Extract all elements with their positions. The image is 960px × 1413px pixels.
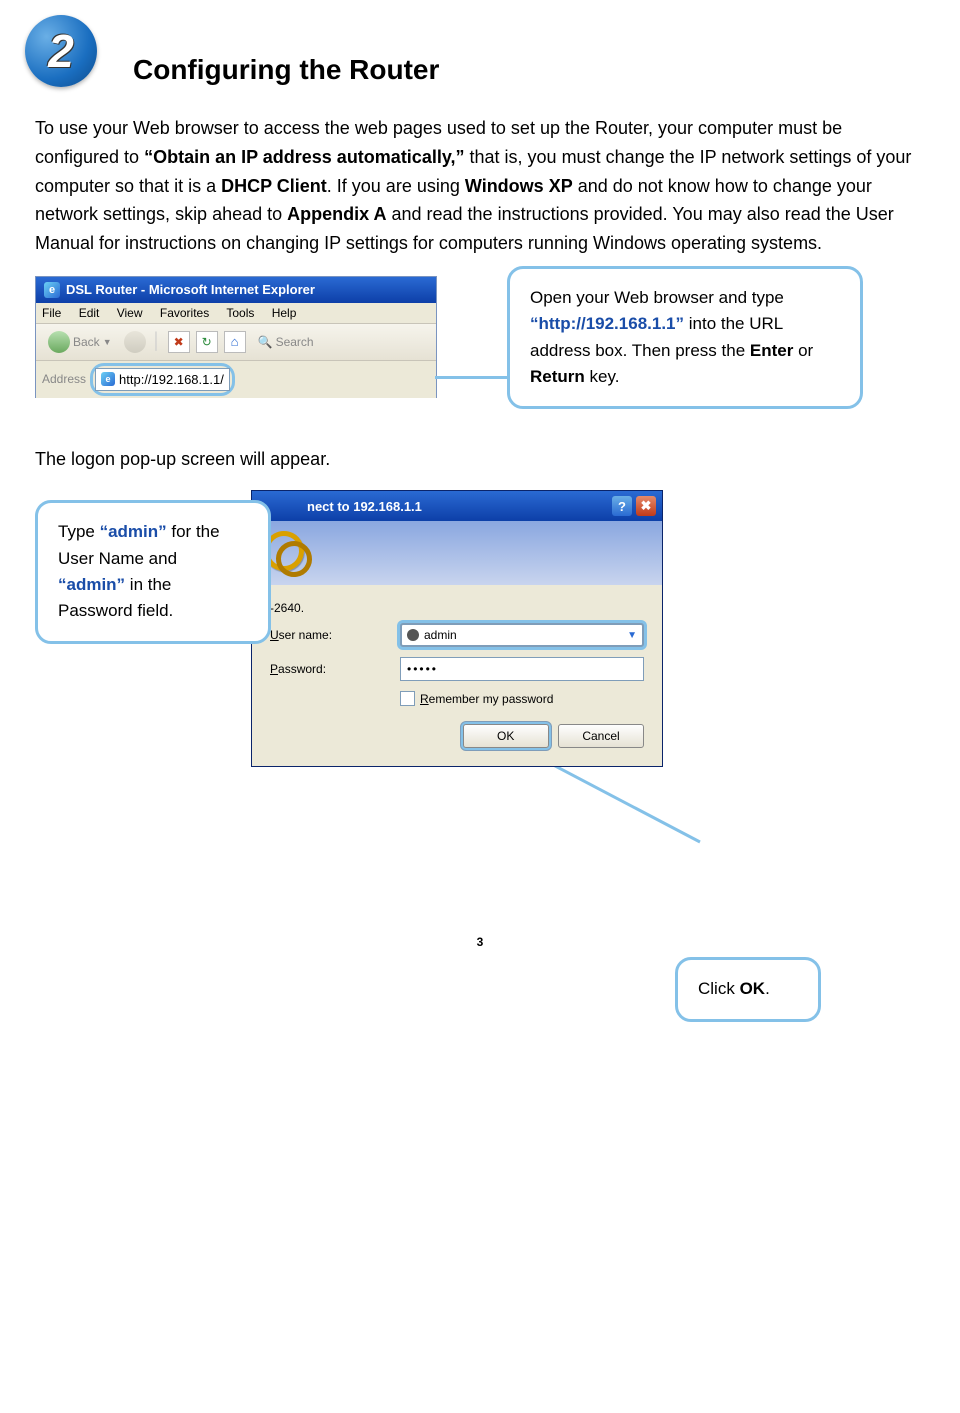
text-bold: Windows XP [465,176,573,196]
chevron-down-icon: ▼ [103,337,112,347]
window-title: DSL Router - Microsoft Internet Explorer [66,282,315,297]
dialog-title: nect to 192.168.1.1 [307,499,422,514]
search-icon: 🔍 [258,335,273,349]
callout-browser-url: Open your Web browser and type “http://1… [507,266,863,409]
cancel-button[interactable]: Cancel [558,724,644,748]
url-text: “http://192.168.1.1” [530,314,684,333]
page-title: Configuring the Router [133,30,925,86]
text-bold: “admin” [58,575,125,594]
text-bold: Appendix A [287,204,386,224]
text-bold: “admin” [100,522,167,541]
ok-button[interactable]: OK [463,724,549,748]
menu-edit[interactable]: Edit [79,306,100,320]
back-icon [48,331,70,353]
callout-credentials: Type “admin” for the User Name and “admi… [35,500,271,643]
text: Open your Web browser and type [530,288,784,307]
text-bold: “Obtain an IP address automatically,” [144,147,464,167]
device-label: -2640. [270,601,644,623]
back-button[interactable]: Back ▼ [42,328,118,356]
text-bold: Enter [750,341,793,360]
dialog-header [252,521,662,585]
intro-paragraph: To use your Web browser to access the we… [35,114,925,258]
person-icon: admin [407,628,457,642]
refresh-button[interactable]: ↻ [196,331,218,353]
menu-help[interactable]: Help [272,306,297,320]
stop-button[interactable]: ✖ [168,331,190,353]
text: Click [698,979,740,998]
username-input[interactable]: admin ▼ [400,623,644,647]
text-bold: OK [740,979,766,998]
address-value: http://192.168.1.1/ [119,372,224,387]
browser-menubar: File Edit View Favorites Tools Help [36,303,436,324]
login-dialog: nect to 192.168.1.1 ? ✖ -2640. User name… [251,490,663,767]
menu-tools[interactable]: Tools [226,306,254,320]
forward-button[interactable] [124,331,146,353]
text: key. [585,367,620,386]
address-input[interactable]: e http://192.168.1.1/ [95,368,230,391]
dialog-titlebar: nect to 192.168.1.1 ? ✖ [252,491,662,521]
password-input[interactable]: ••••• [400,657,644,681]
step-number: 2 [48,24,74,78]
username-value: admin [424,628,457,642]
help-button[interactable]: ? [612,496,632,516]
username-label: User name: [270,628,400,642]
remember-checkbox[interactable] [400,691,415,706]
close-button[interactable]: ✖ [636,496,656,516]
browser-addressbar: Address e http://192.168.1.1/ [36,361,436,398]
back-label: Back [73,335,100,349]
refresh-icon: ↻ [202,335,212,349]
remember-label: Remember my password [420,692,553,706]
text-bold: Return [530,367,585,386]
text: or [793,341,813,360]
page-number: 3 [35,935,925,949]
text: Type [58,522,100,541]
page-icon: e [101,372,115,386]
logon-text: The logon pop-up screen will appear. [35,449,925,470]
home-icon: ⌂ [231,334,239,349]
text-bold: DHCP Client [221,176,327,196]
stop-icon: ✖ [174,335,184,349]
menu-view[interactable]: View [117,306,143,320]
address-label: Address [42,372,86,386]
browser-titlebar: e DSL Router - Microsoft Internet Explor… [36,277,436,303]
step-badge: 2 [25,15,105,95]
callout-click-ok: Click OK. [675,957,821,1021]
search-label: Search [276,335,314,349]
home-button[interactable]: ⌂ [224,331,246,353]
password-label: Password: [270,662,400,676]
browser-window: e DSL Router - Microsoft Internet Explor… [35,276,437,398]
menu-file[interactable]: File [42,306,61,320]
text: . [765,979,770,998]
browser-toolbar: Back ▼ │ ✖ ↻ ⌂ 🔍 Search [36,324,436,361]
text: . If you are using [327,176,465,196]
connector-line [435,376,507,379]
search-button[interactable]: 🔍 Search [252,332,320,352]
chevron-down-icon[interactable]: ▼ [627,630,637,641]
ie-icon: e [44,282,60,298]
menu-favorites[interactable]: Favorites [160,306,209,320]
